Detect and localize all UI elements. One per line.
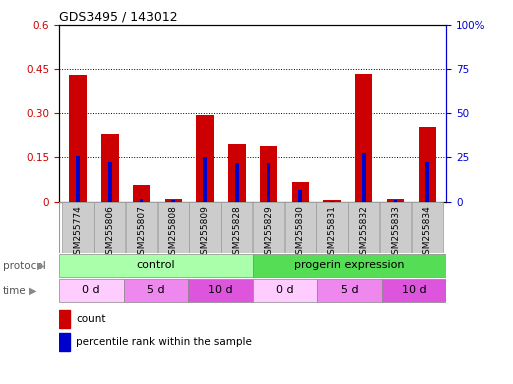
Text: GSM255828: GSM255828 bbox=[232, 205, 241, 260]
Bar bbox=[157, 202, 189, 253]
Text: GSM255831: GSM255831 bbox=[327, 205, 337, 260]
Text: GSM255809: GSM255809 bbox=[201, 205, 209, 260]
Bar bbox=[419, 127, 436, 202]
Bar bbox=[317, 202, 348, 253]
Bar bbox=[387, 199, 404, 202]
Text: 10 d: 10 d bbox=[402, 285, 426, 295]
Text: GDS3495 / 143012: GDS3495 / 143012 bbox=[59, 11, 177, 24]
Text: percentile rank within the sample: percentile rank within the sample bbox=[76, 337, 252, 347]
Bar bbox=[235, 163, 239, 202]
Bar bbox=[59, 333, 70, 351]
Bar bbox=[228, 144, 246, 202]
Bar bbox=[221, 202, 252, 253]
Bar bbox=[253, 202, 284, 253]
Bar bbox=[59, 280, 124, 302]
Text: GSM255829: GSM255829 bbox=[264, 205, 273, 260]
Text: GSM255832: GSM255832 bbox=[359, 205, 368, 260]
Bar bbox=[188, 280, 252, 302]
Bar bbox=[140, 199, 144, 202]
Text: count: count bbox=[76, 314, 106, 324]
Bar bbox=[171, 200, 175, 202]
Text: 0 d: 0 d bbox=[276, 285, 294, 295]
Text: 0 d: 0 d bbox=[83, 285, 100, 295]
Bar bbox=[69, 75, 87, 202]
Bar bbox=[94, 202, 125, 253]
Text: protocol: protocol bbox=[3, 261, 45, 271]
Bar bbox=[382, 280, 446, 302]
Text: GSM255807: GSM255807 bbox=[137, 205, 146, 260]
Bar bbox=[348, 202, 379, 253]
Bar bbox=[63, 202, 93, 253]
Bar bbox=[412, 202, 443, 253]
Bar bbox=[59, 255, 252, 277]
Bar bbox=[165, 199, 182, 202]
Text: GSM255830: GSM255830 bbox=[296, 205, 305, 260]
Bar bbox=[425, 162, 429, 202]
Bar bbox=[330, 201, 334, 202]
Text: 5 d: 5 d bbox=[147, 285, 165, 295]
Text: 5 d: 5 d bbox=[341, 285, 358, 295]
Bar bbox=[380, 202, 411, 253]
Text: ▶: ▶ bbox=[29, 286, 37, 296]
Bar bbox=[323, 200, 341, 202]
Text: GSM255833: GSM255833 bbox=[391, 205, 400, 260]
Text: progerin expression: progerin expression bbox=[294, 260, 405, 270]
Bar bbox=[355, 73, 372, 202]
Text: control: control bbox=[136, 260, 175, 270]
Text: ▶: ▶ bbox=[37, 261, 45, 271]
Text: 10 d: 10 d bbox=[208, 285, 233, 295]
Bar bbox=[101, 134, 119, 202]
Bar bbox=[133, 185, 150, 202]
Bar bbox=[252, 255, 446, 277]
Bar bbox=[108, 162, 112, 202]
Bar bbox=[189, 202, 221, 253]
Bar bbox=[317, 280, 382, 302]
Text: GSM255806: GSM255806 bbox=[105, 205, 114, 260]
Text: GSM255834: GSM255834 bbox=[423, 205, 432, 260]
Bar bbox=[76, 156, 80, 202]
Bar bbox=[126, 202, 157, 253]
Bar bbox=[124, 280, 188, 302]
Bar bbox=[260, 146, 277, 202]
Bar bbox=[285, 202, 316, 253]
Bar bbox=[393, 200, 398, 202]
Bar bbox=[362, 153, 366, 202]
Bar bbox=[267, 163, 270, 202]
Bar bbox=[291, 182, 309, 202]
Text: GSM255774: GSM255774 bbox=[73, 205, 83, 260]
Bar bbox=[196, 115, 214, 202]
Bar bbox=[203, 157, 207, 202]
Bar bbox=[252, 280, 317, 302]
Text: GSM255808: GSM255808 bbox=[169, 205, 178, 260]
Bar bbox=[59, 310, 70, 328]
Text: time: time bbox=[3, 286, 26, 296]
Bar bbox=[299, 190, 302, 202]
